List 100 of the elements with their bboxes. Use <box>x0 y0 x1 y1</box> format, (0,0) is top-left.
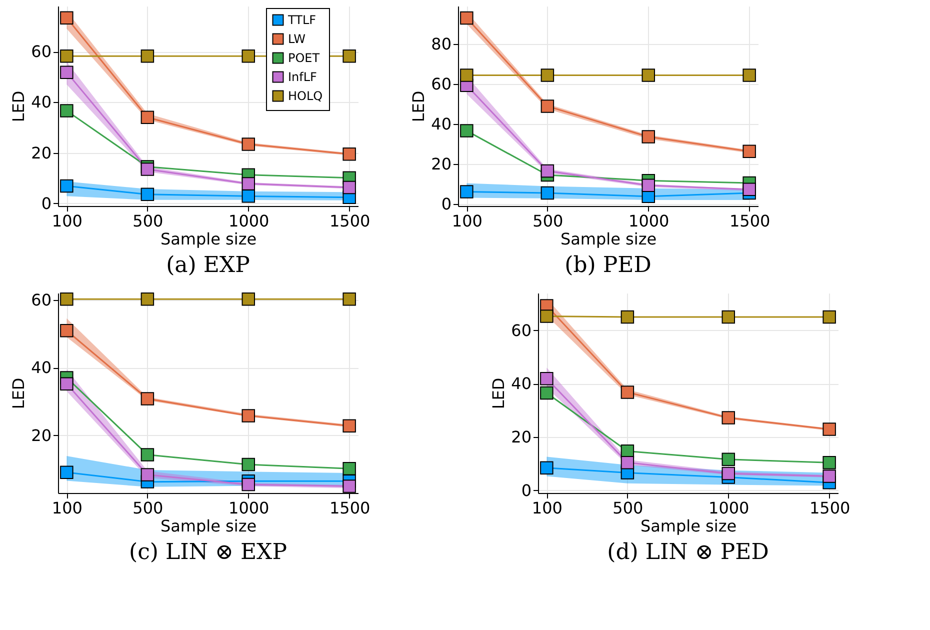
x-tick-label: 1000 <box>708 498 750 518</box>
x-tick-label: 1500 <box>329 212 370 230</box>
legend-label: HOLQ <box>288 89 323 103</box>
point <box>460 68 474 82</box>
point <box>620 310 634 324</box>
point <box>60 179 74 193</box>
y-tick-label: 0 <box>41 194 52 213</box>
point <box>342 419 356 433</box>
point <box>140 392 154 406</box>
x-tick-label: 1500 <box>809 498 850 518</box>
x-tick-label: 1000 <box>228 498 270 518</box>
point <box>342 180 356 194</box>
x-tick-label: 1500 <box>329 498 370 518</box>
y-axis-title: LED <box>409 90 428 122</box>
legend-label: TTLF <box>287 13 316 27</box>
x-tick-label: 100 <box>452 212 482 230</box>
y-tick-label: 20 <box>31 143 52 162</box>
y-axis-title: LED <box>9 90 28 122</box>
y-axis-title: LED <box>489 378 508 410</box>
point <box>540 372 554 386</box>
text: (c) LIN ⊗ EXP <box>129 540 288 565</box>
y-tick-label: 60 <box>31 42 52 62</box>
point <box>342 292 356 306</box>
x-tick-label: 1000 <box>228 212 270 230</box>
point <box>742 144 756 158</box>
y-tick-label: 40 <box>511 374 532 394</box>
point <box>342 147 356 161</box>
point <box>540 164 554 178</box>
point <box>60 292 74 306</box>
y-tick-label: 20 <box>511 428 532 446</box>
x-tick-label: 500 <box>532 212 564 230</box>
x-axis-title: Sample size <box>560 230 657 248</box>
point <box>460 124 474 138</box>
point <box>60 324 74 338</box>
point <box>60 50 74 63</box>
y-tick-label: 40 <box>31 358 52 378</box>
point <box>642 130 655 144</box>
y-axis-title: LED <box>9 378 28 410</box>
point <box>642 68 655 82</box>
x-axis-title: Sample size <box>160 516 257 536</box>
point <box>242 177 255 190</box>
point <box>822 310 836 324</box>
point <box>540 68 554 82</box>
legend-label: POET <box>288 51 320 65</box>
point <box>242 292 255 306</box>
point <box>460 11 474 25</box>
point <box>242 138 255 151</box>
x-tick-label: 100 <box>532 498 562 518</box>
y-tick-label: 60 <box>511 320 532 340</box>
point <box>242 458 255 472</box>
point <box>540 386 554 400</box>
point <box>722 411 735 424</box>
y-tick-label: 20 <box>431 154 452 174</box>
point <box>540 461 554 475</box>
point <box>140 448 154 462</box>
point <box>722 310 735 324</box>
y-tick-label: 0 <box>521 480 532 500</box>
point <box>140 162 154 176</box>
y-tick-label: 0 <box>441 194 452 214</box>
legend-label: InfLF <box>288 70 318 84</box>
point <box>642 178 655 192</box>
x-tick-label: 100 <box>52 212 82 230</box>
point <box>60 104 74 118</box>
point <box>342 480 356 493</box>
point <box>342 50 356 63</box>
point <box>140 110 154 124</box>
point <box>540 100 554 113</box>
y-tick-label: 20 <box>31 426 52 445</box>
point <box>540 310 554 323</box>
point <box>460 185 474 198</box>
y-tick-label: 40 <box>31 92 52 112</box>
x-tick-label: 100 <box>52 498 82 518</box>
point <box>140 50 154 63</box>
x-tick-label: 500 <box>132 212 164 230</box>
text: (b) PED <box>564 253 652 278</box>
y-tick-label: 80 <box>431 34 452 54</box>
point <box>822 422 836 436</box>
point <box>620 456 634 470</box>
legend-label: LW <box>288 32 306 46</box>
x-axis-title: Sample size <box>640 516 737 536</box>
text: (d) LIN ⊗ PED <box>607 540 769 565</box>
point <box>60 11 74 25</box>
x-tick-label: 500 <box>132 498 164 518</box>
point <box>742 182 756 196</box>
point <box>620 386 634 399</box>
point <box>140 468 154 482</box>
point <box>722 466 735 480</box>
point <box>742 68 756 82</box>
point <box>342 462 356 476</box>
point <box>722 452 735 466</box>
x-tick-label: 1500 <box>729 212 770 230</box>
x-tick-label: 500 <box>612 498 644 518</box>
y-tick-label: 40 <box>431 114 452 134</box>
point <box>140 292 154 306</box>
point <box>822 456 836 470</box>
point <box>60 66 74 79</box>
y-tick-label: 60 <box>431 74 452 94</box>
point <box>242 409 255 422</box>
text: (a) EXP <box>166 253 250 278</box>
x-tick-label: 1000 <box>628 212 670 230</box>
